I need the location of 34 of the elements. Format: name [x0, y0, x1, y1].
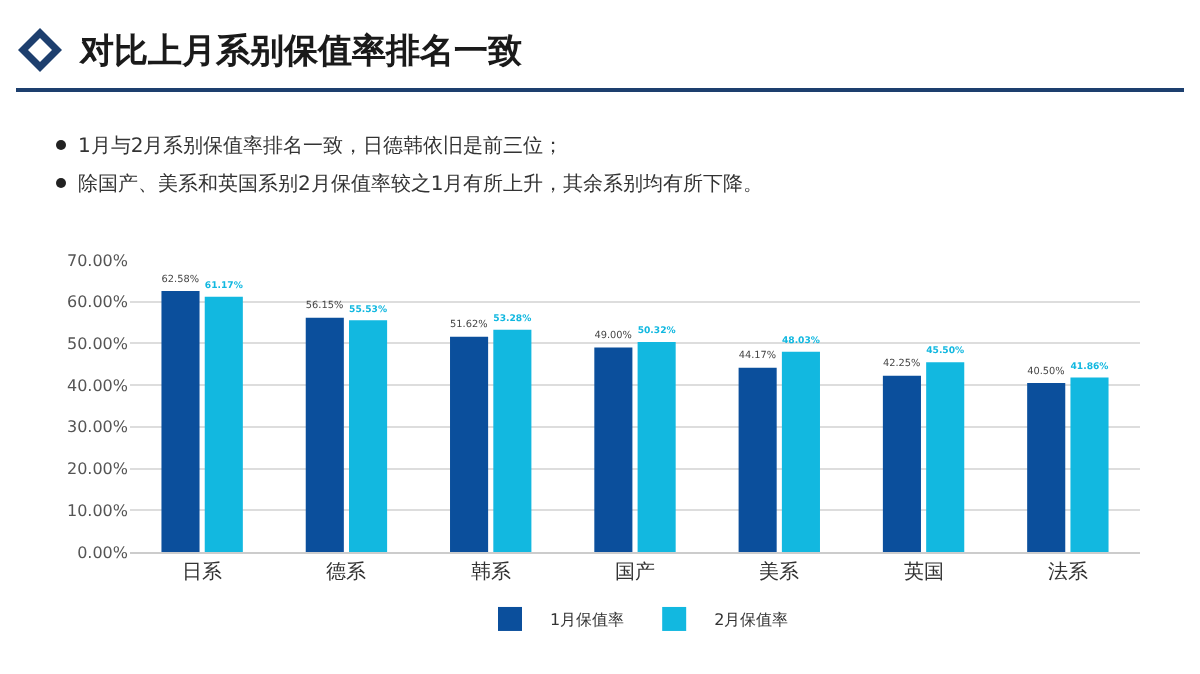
bar	[1070, 377, 1109, 552]
bar	[594, 347, 633, 552]
text: 除国产、美系和英国系别2月保值率较之1月有所上升，其余系别均有所下降。	[78, 174, 764, 196]
x-tick-label: 英国	[903, 560, 944, 584]
x-tick-label: 韩系	[470, 560, 511, 584]
bar	[738, 367, 777, 552]
bar	[450, 336, 489, 552]
text: 1月与2月系别保值率排名一致，日德韩依旧是前三位；	[78, 136, 564, 158]
bar	[305, 317, 344, 552]
bar	[781, 351, 820, 552]
chart-title: 对比上月系别保值率排名一致	[80, 29, 522, 73]
x-tick-label: 美系	[759, 560, 800, 584]
legend-label: 1月保值率	[550, 611, 625, 630]
bar	[204, 296, 243, 552]
bar	[161, 290, 200, 552]
y-tick-label: 30.00%	[66, 418, 129, 437]
y-tick-label: 50.00%	[66, 335, 129, 354]
x-tick-label: 法系	[1047, 560, 1088, 584]
x-tick-label: 德系	[326, 560, 367, 584]
legend-label: 2月保值率	[714, 611, 789, 630]
y-tick-label: 60.00%	[66, 293, 129, 312]
y-tick-label: 40.00%	[66, 376, 129, 395]
bar	[1027, 383, 1066, 552]
y-tick-label: 0.00%	[77, 543, 129, 562]
bar	[926, 362, 965, 552]
y-tick-label: 70.00%	[66, 251, 129, 270]
bar	[882, 375, 921, 552]
bar	[493, 329, 532, 552]
y-tick-label: 10.00%	[66, 501, 129, 520]
bar	[349, 320, 388, 552]
bar	[637, 342, 676, 552]
y-tick-label: 20.00%	[66, 460, 129, 479]
x-tick-label: 日系	[182, 560, 223, 584]
x-tick-label: 国产	[615, 560, 655, 584]
